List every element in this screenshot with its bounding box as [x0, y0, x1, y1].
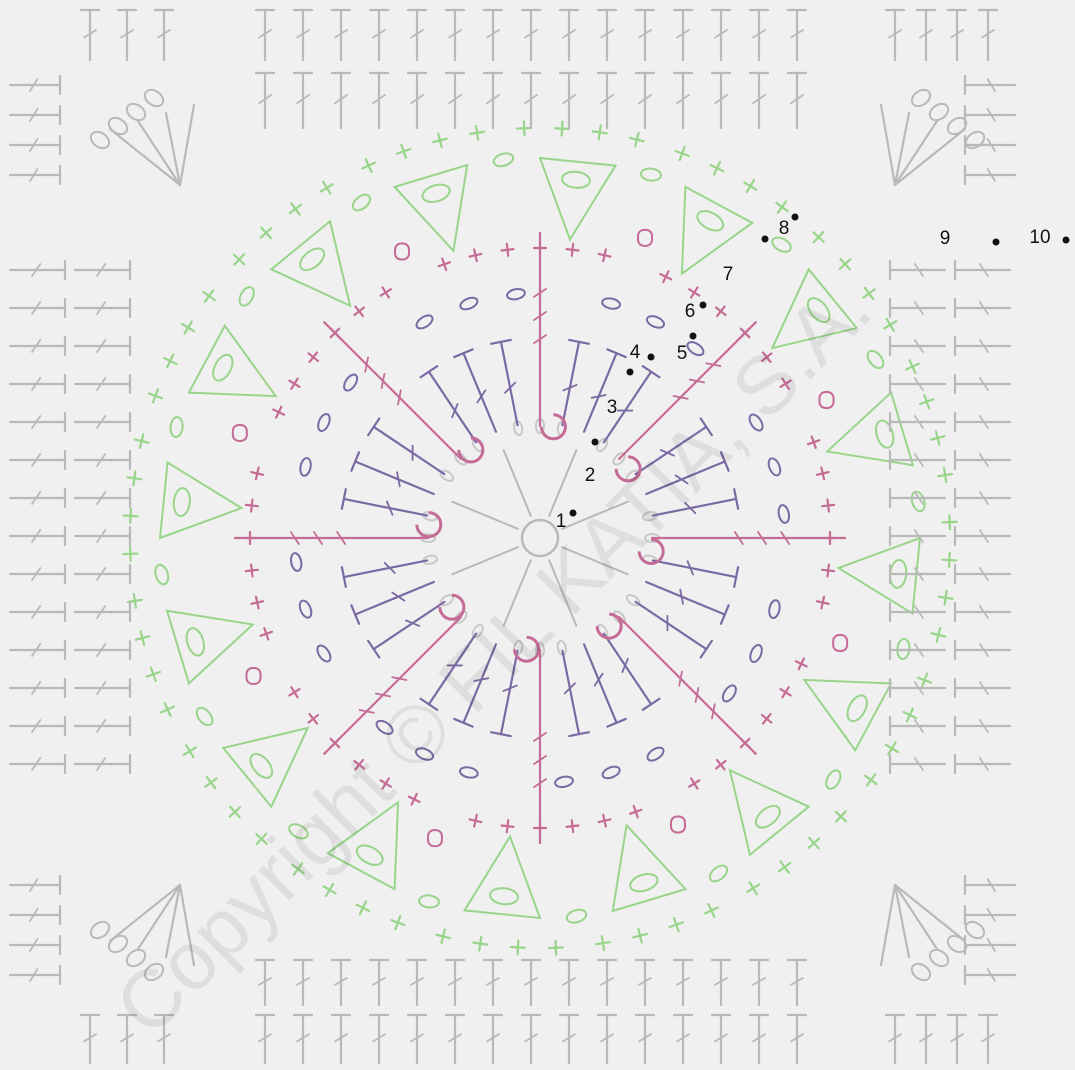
round-number: 1	[556, 511, 567, 532]
round-number: 3	[607, 397, 618, 418]
stitch-line	[828, 500, 829, 512]
stitch-line	[949, 553, 950, 567]
round-number: 2	[585, 465, 596, 486]
stitch-line	[251, 500, 252, 512]
stitch-line	[517, 128, 531, 129]
page: {"round_labels": ["1", "2", "3", "4", "5…	[0, 0, 1075, 1070]
stitch-line	[502, 249, 514, 250]
round-start-dot	[690, 333, 697, 340]
round-start-dot	[592, 439, 599, 446]
round-start-dot	[627, 369, 634, 376]
stitch-line	[949, 515, 950, 529]
round-number: 10	[1029, 227, 1050, 248]
round-number: 6	[685, 301, 696, 322]
stitch-line	[511, 947, 525, 948]
round-number: 8	[779, 218, 790, 239]
round-number: 5	[677, 343, 688, 364]
stitch-line	[828, 565, 829, 577]
round-start-dot	[570, 510, 577, 517]
round-number: 9	[940, 228, 951, 249]
round-start-dot	[1063, 237, 1070, 244]
stitch-line	[555, 128, 569, 129]
stitch-line	[130, 509, 131, 523]
round-start-dot	[792, 214, 799, 221]
round-start-dot	[648, 354, 655, 361]
stitch-line	[567, 249, 579, 250]
round-start-dot	[762, 236, 769, 243]
round-start-dot	[993, 239, 1000, 246]
stitch-line	[567, 826, 579, 827]
stitch-line	[549, 947, 563, 948]
round-number: 7	[723, 264, 734, 285]
stitch-line	[502, 826, 514, 827]
crochet-diagram: Copyright © FIL KATIA, S.A. 12345678910	[0, 0, 1075, 1070]
round-number: 4	[630, 342, 641, 363]
stitch-line	[130, 547, 131, 561]
round-start-dot	[700, 302, 707, 309]
stitch-line	[251, 565, 252, 577]
